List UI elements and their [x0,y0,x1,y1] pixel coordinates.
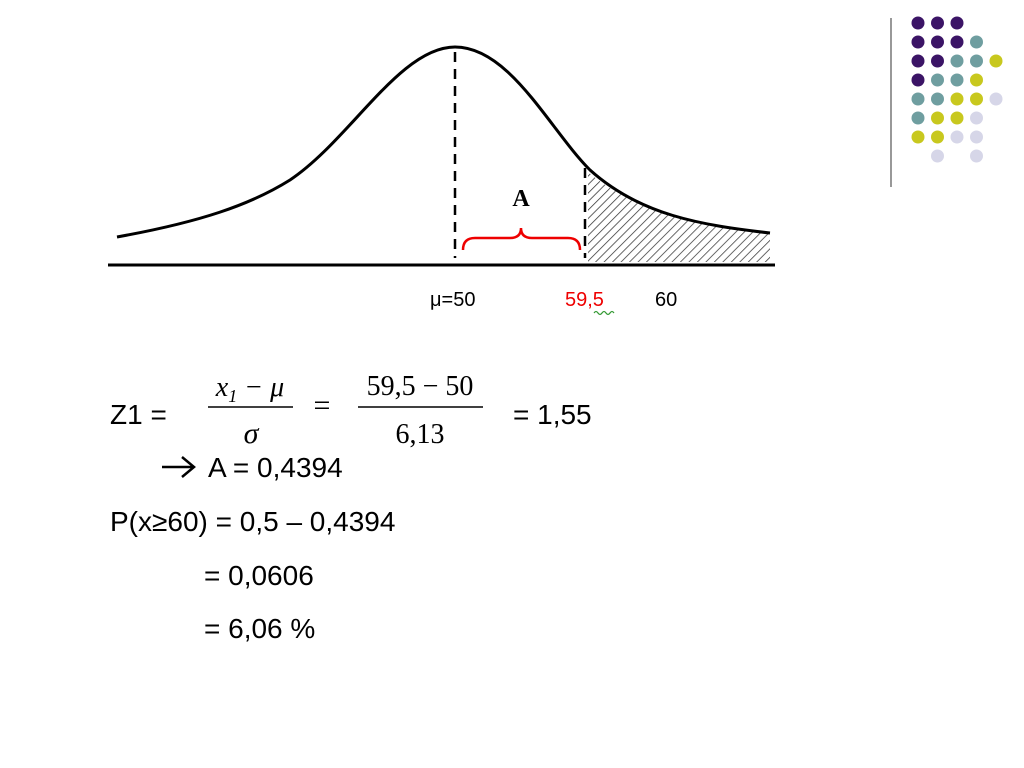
dot [911,16,925,30]
dot [970,92,983,106]
normal-curve [116,45,771,239]
line: = 6,06 % [204,613,315,644]
dot [989,54,1003,68]
brace [461,227,582,251]
cut-label: 59,5 [565,289,604,311]
x-label: 60 [655,289,677,311]
dot [950,111,964,125]
dot [931,35,944,49]
mean-label: μ=50 [430,289,475,311]
denominator: σ [244,417,260,450]
num-sub: 1 [228,386,237,406]
dot [911,111,925,125]
dot [950,35,964,49]
dot [989,92,1003,106]
dot [911,130,925,144]
dot [911,73,925,87]
dot [931,54,944,68]
z-result: = 1,55 [513,399,592,430]
dot [970,54,983,68]
dot-grid [911,16,1003,163]
z-prefix: Z1 = [110,399,167,430]
num-var: x [215,372,229,403]
dot [950,130,964,144]
dot [970,35,983,49]
dot [970,149,983,163]
dot [931,149,944,163]
dot [950,54,964,68]
dot [931,130,944,144]
line: A = 0,4394 [208,452,343,483]
equals: = [314,389,331,422]
dot [970,130,983,144]
arrow [162,456,196,478]
dot [931,111,944,125]
numerator-2: 59,5 − 50 [367,371,474,402]
dot [950,16,964,30]
dot [931,16,944,30]
dot [931,73,944,87]
dot [911,35,925,49]
numerator: x1 − μ [215,372,284,406]
dot [911,92,925,106]
tail-area [588,172,770,262]
num-rest: − μ [237,372,284,403]
denominator-2: 6,13 [396,419,445,450]
spell-underline [593,310,615,316]
dot [950,73,964,87]
dot [950,92,964,106]
dot [970,73,983,87]
line: P(x≥60) = 0,5 – 0,4394 [110,506,395,537]
line: = 0,0606 [204,560,314,591]
area-label: A [512,186,530,212]
dot [931,92,944,106]
dot [970,111,983,125]
dot [911,54,925,68]
